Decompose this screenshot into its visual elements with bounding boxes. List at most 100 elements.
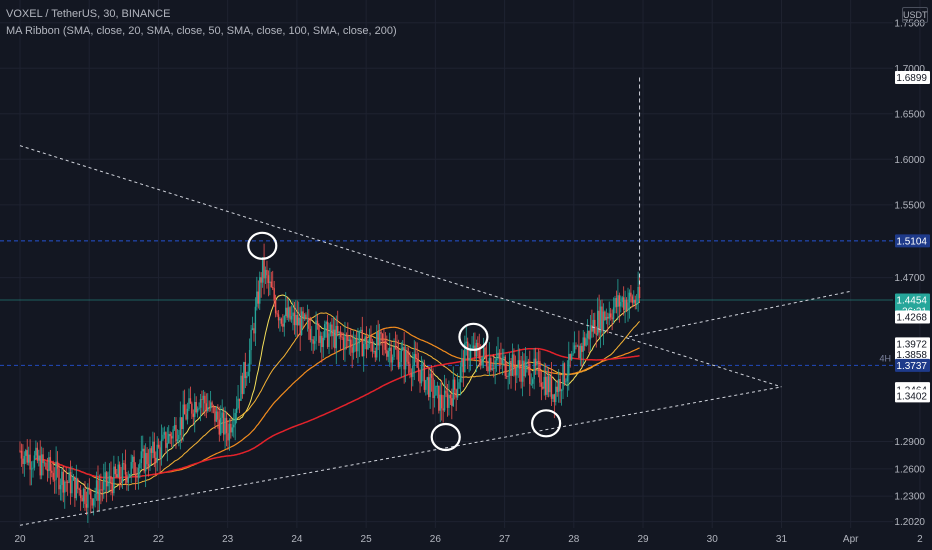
candle-body (505, 375, 508, 377)
x-tick-label: 20 (14, 534, 26, 545)
candle-body (123, 463, 125, 465)
candle-body (22, 458, 24, 465)
currency-button[interactable]: USDT (902, 7, 928, 23)
candle-body (628, 292, 631, 303)
candle-body (585, 338, 587, 346)
candle-body (201, 399, 203, 400)
candle-body (624, 299, 626, 310)
candle-body (487, 366, 489, 372)
price-label: 1.3858 (895, 347, 930, 361)
candle-body (263, 257, 265, 279)
candle-body (133, 456, 135, 475)
candle-body (152, 441, 154, 453)
candle-body (97, 480, 99, 501)
candle-body (139, 463, 141, 469)
candle-body (409, 363, 411, 373)
candle-body (582, 337, 584, 352)
candle-body (32, 467, 34, 469)
candle-body (422, 363, 424, 367)
candle-body (617, 295, 619, 307)
trend-line[interactable] (629, 290, 851, 338)
candle-body (103, 478, 105, 490)
y-tick-label: 1.2600 (894, 464, 925, 475)
candle-body (107, 482, 109, 487)
candle-body (137, 468, 140, 478)
candle-body (48, 457, 50, 472)
candle-body (92, 498, 95, 506)
candle-body (426, 377, 428, 381)
price-label-box (895, 358, 930, 372)
candle-body (544, 376, 547, 395)
annotation-circle[interactable] (458, 322, 489, 351)
annotation-circle[interactable] (430, 422, 461, 452)
candle-body (468, 357, 470, 361)
candle-body (85, 504, 88, 508)
candle-body (251, 328, 254, 331)
candle-body (334, 329, 336, 349)
candle-body (456, 388, 459, 398)
candle-body (370, 336, 372, 343)
candle-body (149, 448, 151, 467)
candle-body (386, 349, 388, 357)
price-label-text: 1.3737 (896, 361, 927, 372)
candle-body (365, 336, 368, 350)
candle-body (290, 316, 293, 320)
timeframe-tag: 4H (879, 353, 891, 363)
candle-body (77, 478, 79, 489)
candle-body (282, 323, 284, 327)
candle-body (272, 287, 274, 289)
candle-body (549, 376, 551, 393)
candle-body (270, 281, 272, 288)
candle-body (378, 331, 381, 346)
candle-body (295, 314, 297, 326)
candle-body (257, 291, 259, 304)
price-label: 1.6899 (895, 70, 930, 84)
candle-body (420, 366, 423, 384)
annotation-circle[interactable] (247, 231, 278, 260)
candle-body (415, 354, 417, 359)
candle-body (614, 298, 616, 308)
x-tick-label: 31 (776, 534, 788, 545)
candle-body (347, 335, 349, 341)
price-label-box (895, 389, 930, 403)
candle-body (55, 461, 57, 480)
candle-body (196, 408, 199, 413)
candle-body (452, 379, 454, 406)
candle-body (399, 361, 401, 368)
candle-body (633, 299, 635, 303)
candle-body (79, 489, 82, 498)
x-tick-label: 23 (222, 534, 234, 545)
trend-line[interactable] (19, 145, 782, 388)
candle-body (313, 341, 316, 344)
candle-body (147, 464, 150, 467)
candle-body (211, 402, 213, 406)
candle-body (178, 435, 180, 440)
candle-body (329, 324, 332, 334)
trend-line[interactable] (19, 386, 782, 526)
candle-body (181, 417, 183, 430)
candle-body (185, 414, 187, 420)
candle-body (345, 334, 348, 336)
candle-body (413, 354, 415, 366)
candle-body (127, 477, 130, 483)
candle-body (163, 432, 166, 435)
candle-body (292, 312, 294, 317)
candle-body (341, 336, 343, 338)
candle-body (423, 363, 426, 390)
candle-body (220, 417, 222, 435)
candle-body (300, 311, 303, 335)
candle-body (526, 361, 528, 363)
candle-body (192, 413, 195, 417)
candle-body (140, 451, 143, 464)
candle-body (95, 480, 98, 494)
candle-body (279, 318, 281, 321)
annotation-circle[interactable] (531, 409, 562, 438)
candle-body (110, 475, 112, 484)
candle-body (513, 354, 515, 368)
price-label-text: 1.5104 (896, 236, 927, 247)
candle-body (433, 395, 436, 398)
candle-body (618, 295, 621, 307)
candle-body (521, 360, 524, 382)
candle-body (296, 314, 298, 326)
